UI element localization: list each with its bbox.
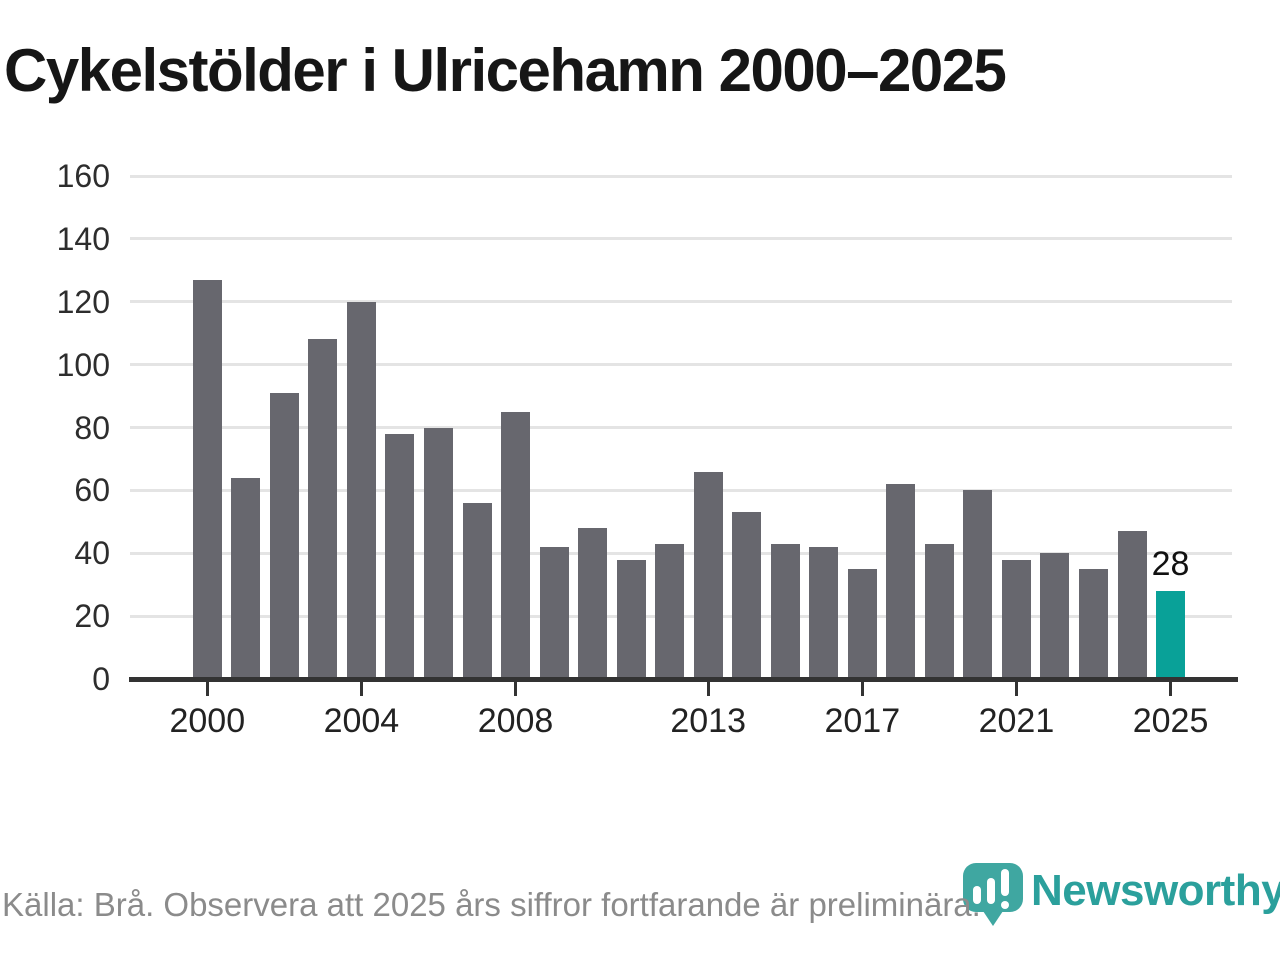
x-axis-label-2021: 2021: [978, 702, 1055, 740]
bar-2012: [655, 543, 685, 679]
gridline-y-80: [130, 426, 1232, 429]
bar-2020: [963, 490, 993, 679]
bar-2023: [1078, 568, 1108, 679]
y-axis-label-0: 0: [92, 661, 110, 697]
x-axis-label-2025: 2025: [1132, 702, 1209, 740]
bar-2025: [1156, 590, 1186, 679]
source-note: Källa: Brå. Observera att 2025 års siffr…: [2, 886, 981, 923]
logo-exclamation-dot-icon: [1001, 901, 1009, 909]
y-axis-label-140: 140: [56, 220, 110, 257]
x-tick-2004: [359, 682, 363, 696]
bar-2008: [501, 411, 531, 679]
y-axis-label-20: 20: [74, 598, 110, 635]
y-axis-label-80: 80: [74, 409, 110, 446]
bar-2017: [847, 568, 877, 679]
bar-2010: [578, 528, 608, 679]
bar-2006: [423, 427, 453, 679]
highlight-value-label: 28: [1151, 544, 1190, 583]
x-axis-line: [129, 677, 1238, 682]
bar-2019: [924, 543, 954, 679]
bar-2009: [539, 546, 569, 679]
bar-2018: [886, 484, 916, 679]
bar-2024: [1117, 531, 1147, 679]
gridline-y-140: [130, 237, 1232, 241]
bar-2014: [732, 512, 762, 679]
bar-2016: [809, 546, 839, 679]
x-axis-label-2008: 2008: [477, 702, 554, 740]
bar-2004: [346, 301, 376, 679]
x-tick-2025: [1169, 682, 1173, 696]
gridline-y-60: [130, 488, 1232, 492]
gridline-y-120: [130, 300, 1232, 304]
x-axis-label-2004: 2004: [323, 702, 400, 740]
gridline-y-100: [130, 363, 1232, 367]
newsworthy-logo-text: Newsworthy: [1031, 866, 1280, 915]
bar-2011: [616, 559, 646, 679]
chart-title: Cykelstölder i Ulricehamn 2000–2025: [4, 37, 1007, 104]
x-tick-2008: [514, 682, 518, 696]
gridline-y-160: [130, 174, 1232, 178]
x-tick-2017: [860, 682, 864, 696]
logo-chart-bar-icon: [1001, 869, 1009, 896]
plot-area: 28: [130, 174, 1232, 679]
x-tick-2021: [1014, 682, 1018, 696]
x-axis-label-2000: 2000: [169, 702, 246, 740]
y-axis-label-60: 60: [74, 472, 110, 509]
bar-2000: [192, 279, 222, 679]
bar-2002: [269, 392, 299, 679]
bar-2007: [462, 502, 492, 679]
bar-2022: [1040, 553, 1070, 679]
bar-2005: [385, 433, 415, 679]
logo-chart-bar-icon: [973, 886, 981, 904]
y-axis-label-120: 120: [56, 283, 110, 320]
x-axis-label-2013: 2013: [670, 702, 746, 740]
bar-2013: [693, 471, 723, 679]
bar-2001: [231, 477, 261, 679]
logo-chart-bar-icon: [987, 878, 995, 904]
bar-2003: [308, 339, 338, 679]
y-axis-label-160: 160: [56, 158, 110, 194]
bar-2015: [770, 543, 800, 679]
x-axis-label-2017: 2017: [824, 702, 901, 740]
x-tick-2013: [706, 682, 710, 696]
x-tick-2000: [205, 682, 209, 696]
y-axis-label-40: 40: [74, 535, 110, 572]
y-axis-label-100: 100: [56, 346, 110, 383]
bar-2021: [1001, 559, 1031, 679]
newsworthy-logo-tail-icon: [981, 908, 1005, 926]
